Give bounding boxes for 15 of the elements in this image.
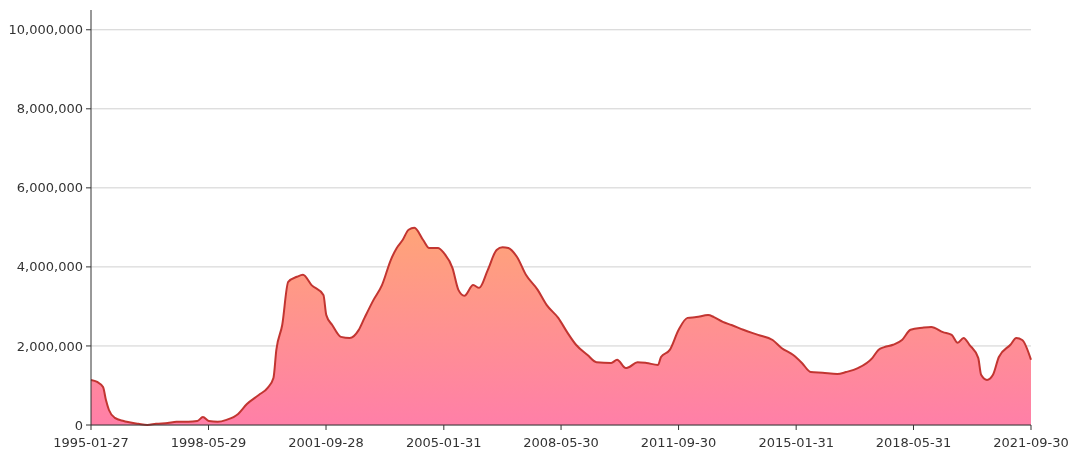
y-tick-label: 0 [74, 417, 83, 433]
y-tick-label: 4,000,000 [16, 259, 83, 275]
x-tick-label: 2015-01-31 [758, 435, 834, 450]
y-tick-label: 10,000,000 [8, 22, 83, 38]
y-tick-label: 2,000,000 [16, 338, 83, 354]
x-tick-label: 2011-09-30 [640, 435, 717, 450]
y-tick-label: 8,000,000 [16, 101, 83, 117]
x-tick-label: 1995-01-27 [53, 435, 129, 450]
x-tick-label: 2008-05-30 [523, 435, 599, 450]
y-tick-label: 6,000,000 [16, 180, 83, 196]
x-tick-label: 2018-05-31 [875, 435, 952, 450]
x-tick-label: 2021-09-30 [993, 435, 1069, 450]
x-tick-label: 1998-05-29 [170, 435, 247, 450]
x-tick-label: 2001-09-28 [288, 435, 364, 450]
x-tick-label: 2005-01-31 [406, 435, 482, 450]
